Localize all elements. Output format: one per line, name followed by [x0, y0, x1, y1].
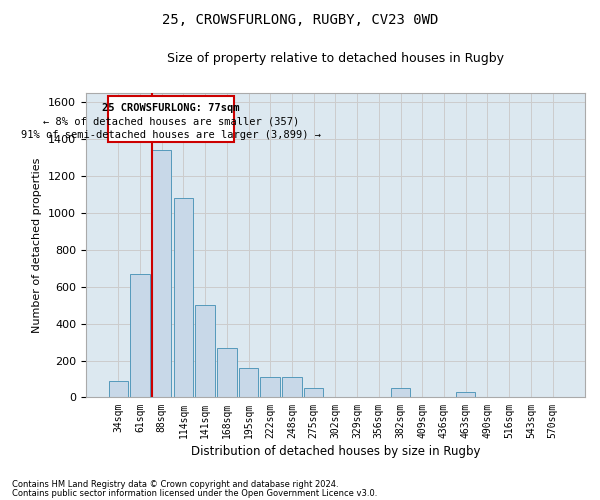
Bar [391, 388, 410, 398]
Bar [456, 392, 475, 398]
Text: 25 CROWSFURLONG: 77sqm: 25 CROWSFURLONG: 77sqm [102, 103, 239, 113]
Bar [109, 381, 128, 398]
Text: Contains public sector information licensed under the Open Government Licence v3: Contains public sector information licen… [12, 489, 377, 498]
Bar [239, 368, 259, 398]
X-axis label: Distribution of detached houses by size in Rugby: Distribution of detached houses by size … [191, 444, 480, 458]
FancyBboxPatch shape [108, 96, 234, 142]
Bar [152, 150, 172, 398]
Bar [304, 388, 323, 398]
Text: 91% of semi-detached houses are larger (3,899) →: 91% of semi-detached houses are larger (… [21, 130, 321, 140]
Bar [173, 198, 193, 398]
Text: ← 8% of detached houses are smaller (357): ← 8% of detached houses are smaller (357… [43, 116, 299, 126]
Bar [196, 305, 215, 398]
Text: Contains HM Land Registry data © Crown copyright and database right 2024.: Contains HM Land Registry data © Crown c… [12, 480, 338, 489]
Bar [282, 377, 302, 398]
Bar [217, 348, 236, 398]
Bar [260, 377, 280, 398]
Title: Size of property relative to detached houses in Rugby: Size of property relative to detached ho… [167, 52, 504, 66]
Y-axis label: Number of detached properties: Number of detached properties [32, 158, 43, 333]
Bar [130, 274, 150, 398]
Text: 25, CROWSFURLONG, RUGBY, CV23 0WD: 25, CROWSFURLONG, RUGBY, CV23 0WD [162, 12, 438, 26]
